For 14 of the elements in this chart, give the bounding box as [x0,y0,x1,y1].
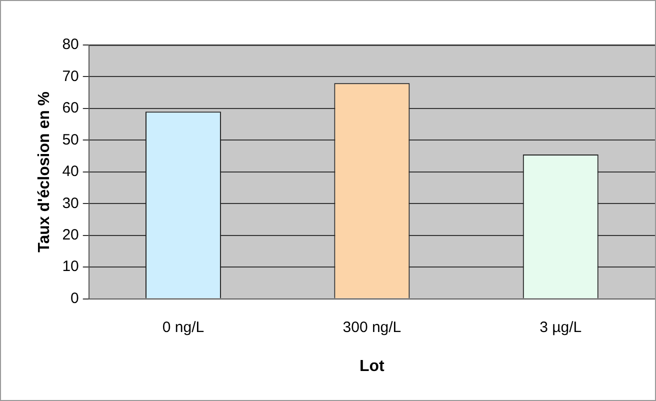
y-tick-label: 60 [62,100,79,117]
x-tick-label: 300 ng/L [342,318,402,336]
y-tick-label: 30 [62,194,79,212]
x-tick-label: 0 ng/L [162,318,204,336]
y-tick-label: 20 [62,226,79,244]
x-axis-title: Lot [360,358,386,375]
y-tick-label: 70 [62,68,79,85]
y-tick-label: 80 [62,36,79,54]
y-tick-label: 10 [62,258,79,276]
x-tick-label: 3 µg/L [540,318,582,336]
y-tick-label: 40 [62,163,79,180]
y-tick-label: 0 [70,290,79,307]
y-tick-label: 50 [62,131,79,148]
y-axis-title: Taux d'éclosion en % [36,91,54,252]
